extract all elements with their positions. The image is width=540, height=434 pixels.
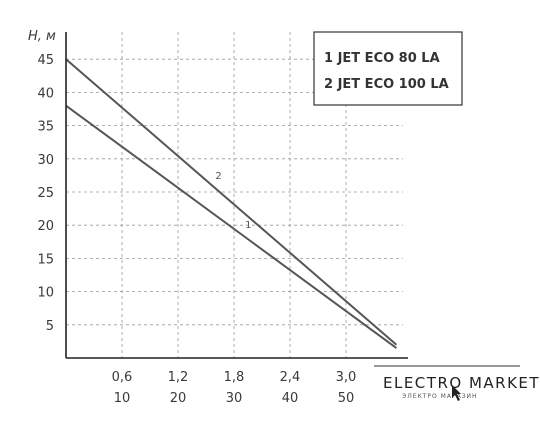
x-tick-label: 30	[226, 391, 243, 406]
x-tick-label: 10	[114, 391, 131, 406]
y-tick-label: 30	[37, 153, 54, 168]
y-tick-label: 40	[37, 86, 54, 101]
x-tick-label: 40	[282, 391, 299, 406]
y-tick-label: 10	[37, 286, 54, 301]
x-tick-label-flow: 1,8	[224, 370, 245, 385]
legend-entry-1: 1 JET ECO 80 LA	[324, 51, 440, 66]
x-tick-label-flow: 0,6	[112, 370, 133, 385]
legend: 1 JET ECO 80 LA 2 JET ECO 100 LA	[313, 31, 463, 106]
brand-name: ELECTRO MARKET	[383, 374, 540, 392]
y-tick-label: 5	[46, 319, 54, 334]
curves: 12	[65, 58, 398, 349]
series-label-1: 1	[245, 220, 251, 231]
y-tick-label: 45	[37, 53, 54, 68]
series-line-2	[65, 58, 398, 346]
x-tick-label: 20	[170, 391, 187, 406]
x-tick-label-flow: 3,0	[336, 370, 357, 385]
x-tick-label-flow: 1,2	[168, 370, 189, 385]
x-tick-labels: 0,6 10 1,2 20 1,8 30 2,4 40 3,0 50	[112, 370, 357, 406]
y-tick-label: 35	[37, 120, 54, 135]
y-tick-label: 20	[37, 219, 54, 234]
brand-tagline: ЭЛЕКТРО МАГАЗИН	[402, 393, 478, 400]
x-tick-label: 50	[338, 391, 355, 406]
x-tick-label-flow: 2,4	[280, 370, 301, 385]
legend-box	[313, 31, 463, 106]
cursor-icon	[452, 385, 461, 401]
y-tick-labels: 5 10 15 20 25 30 35 40 45	[37, 53, 54, 334]
legend-entry-2: 2 JET ECO 100 LA	[324, 77, 449, 92]
y-tick-label: 25	[37, 186, 54, 201]
y-tick-label: 15	[37, 252, 54, 267]
series-line-1	[65, 104, 397, 349]
y-axis-label: H, м	[28, 29, 56, 44]
series-label-2: 2	[215, 171, 221, 182]
brand-logo: ELECTRO MARKET ЭЛЕКТРО МАГАЗИН	[374, 365, 540, 401]
